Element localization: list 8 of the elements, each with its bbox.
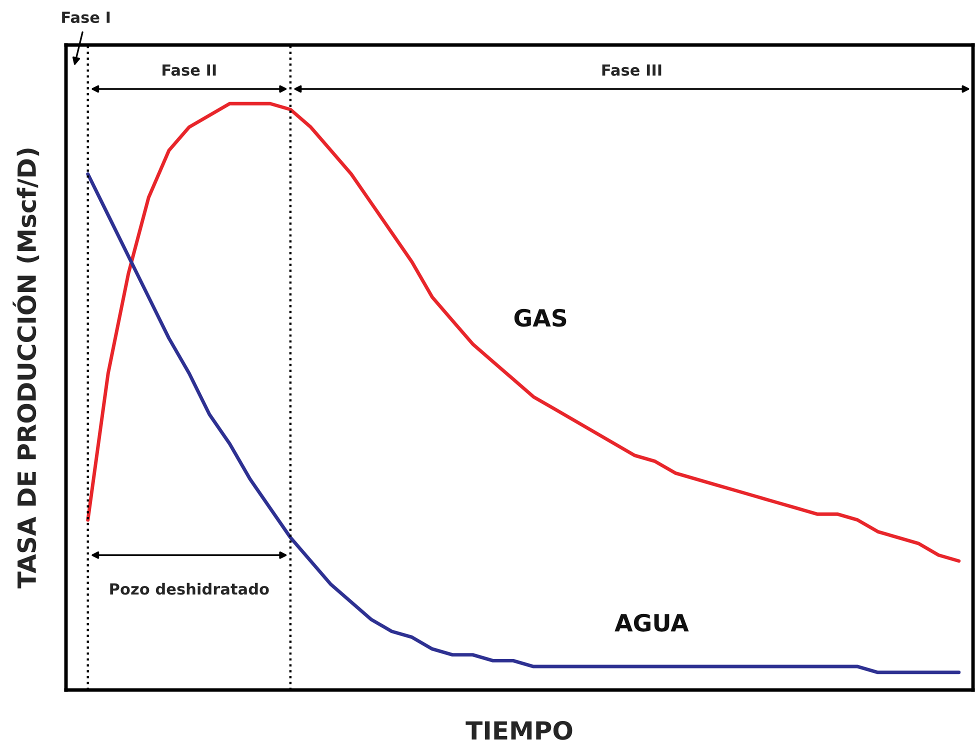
y-axis-title: TASA DE PRODUCCIÓN (Mscf/D)	[12, 148, 40, 588]
x-axis-title: TIEMPO	[466, 720, 572, 740]
series-label: GAS	[514, 308, 566, 327]
text: Fase I	[62, 12, 110, 24]
text: Fase III	[602, 64, 662, 76]
annotation: Pozo deshidratado	[110, 582, 269, 595]
text: Fase II	[162, 64, 216, 76]
series-label: AGUA	[614, 614, 689, 632]
